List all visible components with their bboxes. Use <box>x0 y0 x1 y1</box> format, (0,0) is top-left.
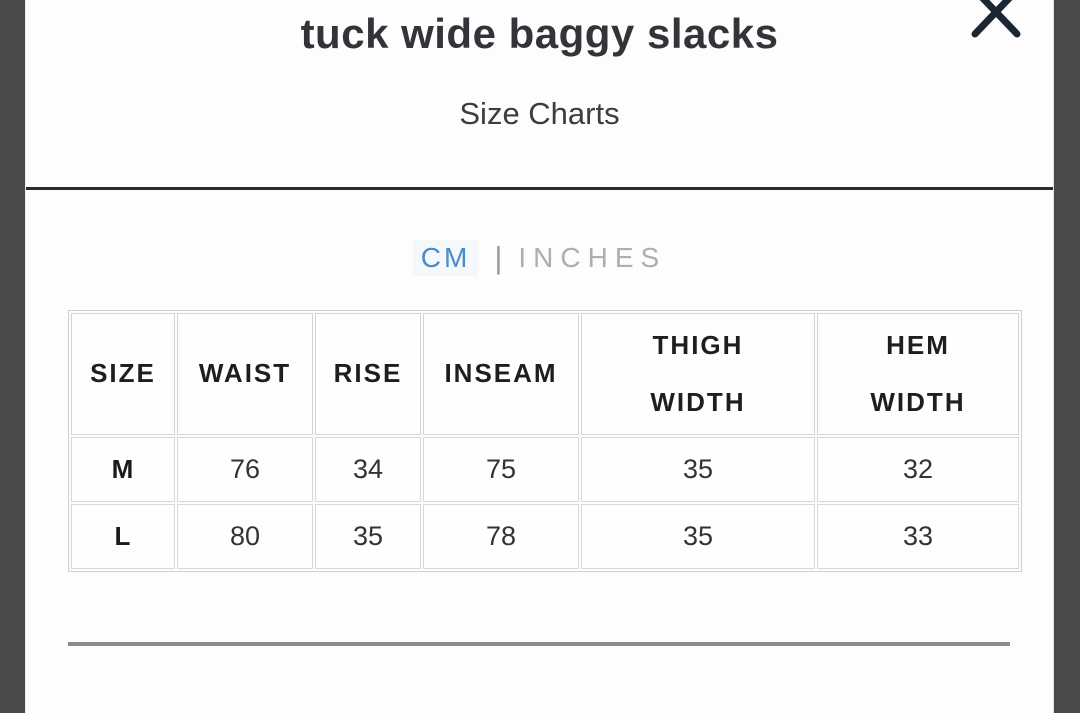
table-row: L 80 35 78 35 33 <box>71 504 1019 569</box>
size-cell: M <box>71 437 175 502</box>
header-divider <box>26 187 1053 190</box>
size-table-body: M 76 34 75 35 32 L 80 35 78 35 33 <box>71 437 1019 569</box>
measurement-cell: 33 <box>817 504 1019 569</box>
close-button[interactable] <box>971 0 1021 38</box>
unit-option-cm[interactable]: CM <box>412 240 479 276</box>
measurement-cell: 35 <box>581 437 815 502</box>
column-header-hem-width: HEM WIDTH <box>817 313 1019 435</box>
measurement-cell: 35 <box>581 504 815 569</box>
column-header-size: SIZE <box>71 313 175 435</box>
footer-divider <box>68 642 1010 646</box>
table-header-row: SIZE WAIST RISE INSEAM THIGH WIDTH HEM W… <box>71 313 1019 435</box>
size-chart-table: SIZE WAIST RISE INSEAM THIGH WIDTH HEM W… <box>68 310 1022 572</box>
measurement-cell: 32 <box>817 437 1019 502</box>
measurement-cell: 76 <box>177 437 313 502</box>
unit-separator: | <box>494 240 503 275</box>
close-icon <box>971 0 1021 38</box>
measurement-cell: 78 <box>423 504 579 569</box>
size-chart-modal: tuck wide baggy slacks Size Charts CM | … <box>26 0 1053 713</box>
modal-subtitle: Size Charts <box>459 96 620 131</box>
product-title: tuck wide baggy slacks <box>300 10 779 57</box>
column-header-inseam: INSEAM <box>423 313 579 435</box>
unit-option-inches[interactable]: INCHES <box>518 242 667 273</box>
unit-toggle: CM | INCHES <box>26 240 1053 276</box>
column-header-thigh-width: THIGH WIDTH <box>581 313 815 435</box>
overlay-edge-right <box>1053 0 1080 713</box>
measurement-cell: 34 <box>315 437 421 502</box>
measurement-cell: 80 <box>177 504 313 569</box>
column-header-waist: WAIST <box>177 313 313 435</box>
overlay-edge-left <box>0 0 26 713</box>
measurement-cell: 35 <box>315 504 421 569</box>
size-cell: L <box>71 504 175 569</box>
column-header-rise: RISE <box>315 313 421 435</box>
measurement-cell: 75 <box>423 437 579 502</box>
table-row: M 76 34 75 35 32 <box>71 437 1019 502</box>
